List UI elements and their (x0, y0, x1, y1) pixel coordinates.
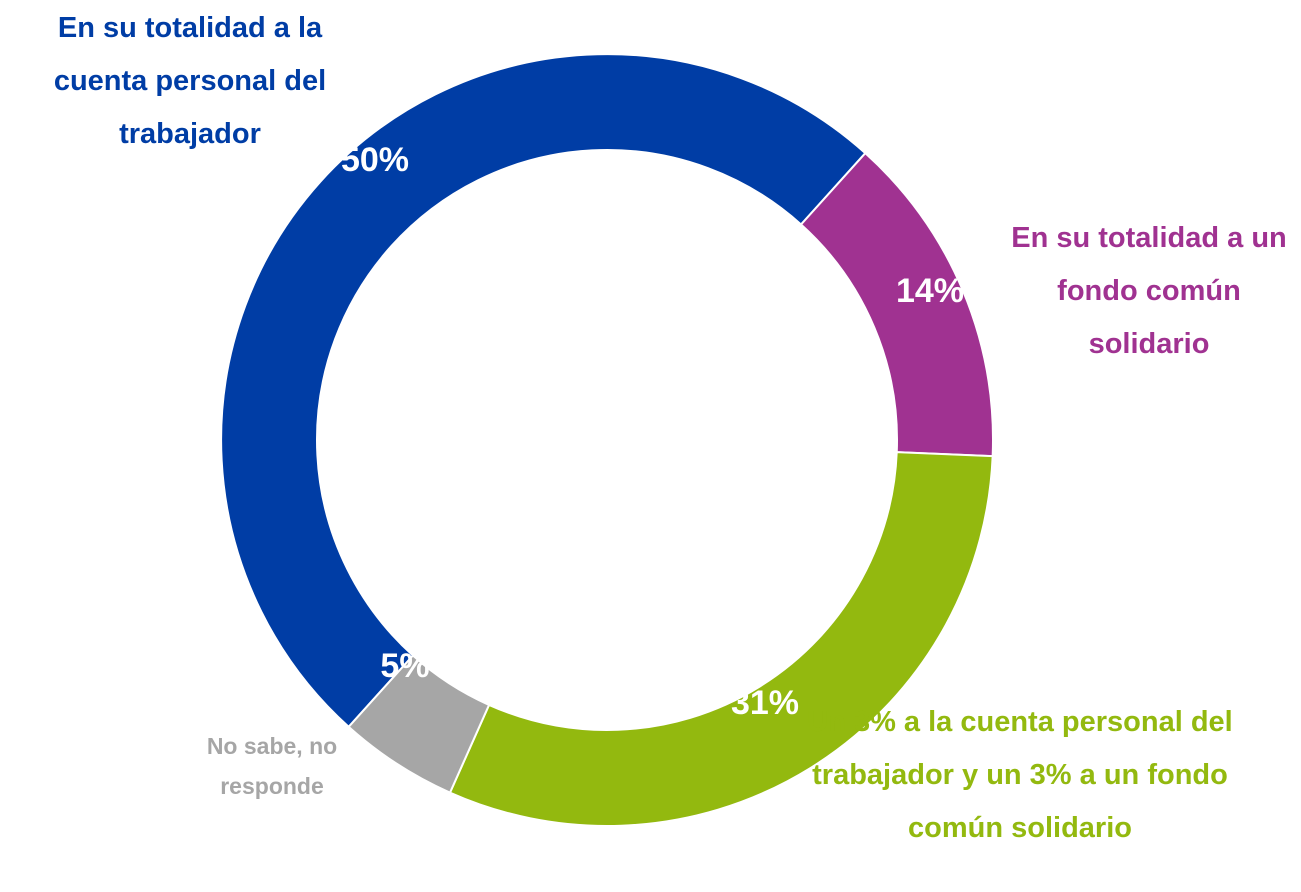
category-label: En su totalidad a un fondo común solidar… (1011, 222, 1287, 360)
category-label: No sabe, no responde (206, 733, 338, 799)
category-label: En su totalidad a la cuenta personal del… (53, 12, 327, 150)
value-label: 31% (731, 684, 799, 722)
donut-segment (347, 654, 491, 794)
value-label: 5% (380, 647, 429, 685)
donut-segment (220, 53, 867, 729)
donut-segment (448, 451, 994, 827)
value-label: 14% (896, 272, 964, 310)
value-label: 50% (341, 141, 409, 179)
category-label: Un 3% a la cuenta personal del trabajado… (807, 706, 1233, 844)
